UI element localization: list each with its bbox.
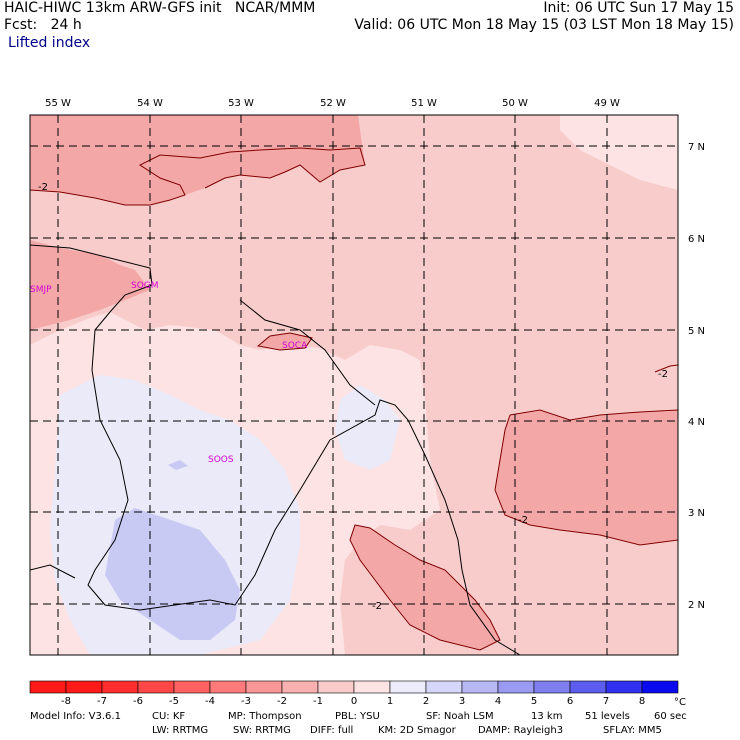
contour-label: -2: [38, 182, 48, 193]
station-labels: SMJP SOGM SOCA SOOS: [30, 281, 308, 465]
coastline: [30, 244, 521, 655]
model-info: Model Info: V3.6.1: [30, 711, 121, 722]
colorbar: [29, 680, 679, 694]
colorbar-tick-label: -7: [97, 696, 107, 707]
contour-label: -2: [518, 515, 528, 526]
colorbar-tick-label: 5: [531, 696, 537, 707]
lat-label: 2 N: [688, 600, 705, 611]
colorbar-swatch: [317, 680, 355, 694]
timestep: 60 sec: [654, 711, 687, 722]
colorbar-swatch: [209, 680, 247, 694]
colorbar-tick-label: -8: [61, 696, 71, 707]
li-fill-layer: [30, 115, 678, 655]
colorbar-tick-labels: -8 -7 -6 -5 -4 -3 -2 -1 0 1 2 3 4 5 6 7 8: [61, 696, 645, 707]
colorbar-tick-label: -2: [277, 696, 287, 707]
sw-scheme: SW: RRTMG: [233, 725, 291, 736]
contour-label: -2: [372, 601, 382, 612]
fill-plus2-dot: [168, 460, 188, 470]
colorbar-tick-label: 3: [459, 696, 465, 707]
fill-minus2-northwest: [30, 115, 365, 205]
colorbar-tick-label: -6: [133, 696, 143, 707]
fill-minus2-west: [30, 240, 150, 330]
colorbar-swatch: [137, 680, 175, 694]
fill-minus2-east: [495, 410, 678, 545]
diff-scheme: DIFF: full: [310, 725, 354, 736]
lon-labels: 55 W 54 W 53 W 52 W 51 W 50 W 49 W: [45, 98, 620, 109]
lat-labels: 7 N 6 N 5 N 4 N 3 N 2 N: [688, 142, 705, 611]
colorbar-tick-label: 7: [603, 696, 609, 707]
li-contours: [30, 147, 678, 651]
station-sogm: SOGM: [131, 281, 159, 291]
init-time: Init: 06 UTC Sun 17 May 15: [543, 0, 734, 16]
colorbar-unit: °C: [674, 697, 686, 708]
resolution: 13 km: [531, 711, 563, 722]
colorbar-tick-label: -1: [313, 696, 323, 707]
mp-scheme: MP: Thompson: [228, 711, 302, 722]
colorbar-swatch: [245, 680, 283, 694]
fill-plus2-south: [105, 508, 240, 640]
colorbar-swatch: [389, 680, 427, 694]
lon-label: 52 W: [320, 98, 346, 109]
lw-scheme: LW: RRTMG: [152, 725, 209, 736]
colorbar-swatch: [65, 680, 103, 694]
colorbar-tick-label: 1: [387, 696, 393, 707]
lat-label: 6 N: [688, 234, 705, 245]
colorbar-tick-label: 0: [351, 696, 357, 707]
lon-label: 49 W: [594, 98, 620, 109]
lon-label: 55 W: [45, 98, 71, 109]
valid-time: Valid: 06 UTC Mon 18 May 15 (03 LST Mon …: [354, 17, 734, 33]
colorbar-swatch: [533, 680, 571, 694]
forecast-hour: Fcst: 24 h: [4, 17, 82, 33]
sf-scheme: SF: Noah LSM: [426, 711, 494, 722]
colorbar-swatch: [497, 680, 535, 694]
colorbar-swatch: [425, 680, 463, 694]
sflay-scheme: SFLAY: MM5: [603, 725, 662, 736]
colorbar-swatch: [353, 680, 391, 694]
colorbar-swatch: [605, 680, 643, 694]
station-soca: SOCA: [282, 341, 308, 351]
colorbar-tick-label: -4: [205, 696, 215, 707]
cu-scheme: CU: KF: [152, 711, 186, 722]
plot-title: HAIC-HIWC 13km ARW-GFS init NCAR/MMM: [4, 0, 316, 16]
map-frame: [29, 114, 679, 656]
colorbar-swatch: [173, 680, 211, 694]
station-smjp: SMJP: [30, 285, 52, 295]
fill-minus2-soca: [258, 333, 312, 350]
colorbar-swatch: [641, 680, 679, 694]
lon-label: 54 W: [137, 98, 163, 109]
station-soos: SOOS: [208, 455, 234, 465]
colorbar-swatch: [569, 680, 607, 694]
colorbar-tick-label: 2: [423, 696, 429, 707]
fill-zero-northeast: [560, 115, 678, 190]
contour-labels: -2 -2 -2 -2: [38, 182, 668, 612]
colorbar-tick-label: -3: [241, 696, 251, 707]
lon-label: 50 W: [502, 98, 528, 109]
fill-plus1-east: [335, 385, 400, 470]
damp-scheme: DAMP: Rayleigh3: [478, 725, 564, 736]
fill-minus2-south: [350, 525, 500, 650]
lat-label: 5 N: [688, 326, 705, 337]
lat-label: 3 N: [688, 508, 705, 519]
colorbar-swatch: [461, 680, 499, 694]
field-name: Lifted index: [8, 35, 91, 51]
colorbar-swatch: [281, 680, 319, 694]
colorbar-tick-label: 8: [639, 696, 645, 707]
lon-label: 53 W: [228, 98, 254, 109]
lat-lon-grid: [30, 115, 678, 655]
contour-label: -2: [658, 369, 668, 380]
lat-label: 4 N: [688, 417, 705, 428]
lat-label: 7 N: [688, 142, 705, 153]
km-scheme: KM: 2D Smagor: [378, 725, 456, 736]
colorbar-swatch: [101, 680, 139, 694]
colorbar-tick-label: 4: [495, 696, 501, 707]
colorbar-tick-label: 6: [567, 696, 573, 707]
levels: 51 levels: [585, 711, 630, 722]
lon-label: 51 W: [411, 98, 437, 109]
pbl-scheme: PBL: YSU: [335, 711, 380, 722]
colorbar-swatch: [29, 680, 67, 694]
colorbar-tick-label: -5: [169, 696, 179, 707]
